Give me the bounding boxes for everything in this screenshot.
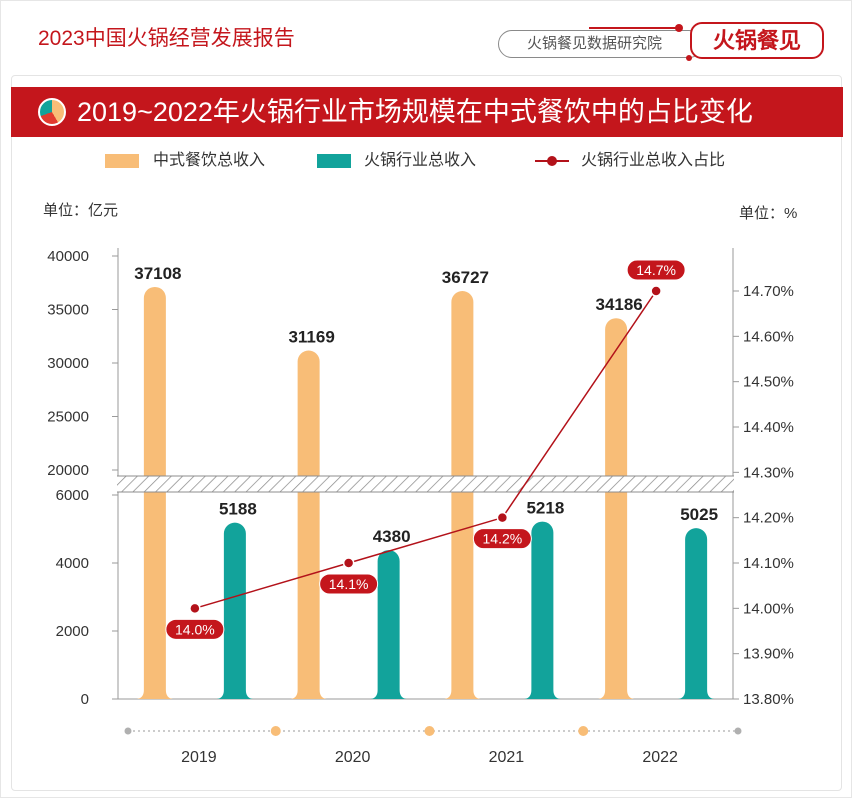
bar-hotpot-2019 [216,522,253,699]
institute-name: 火锅餐见数据研究院 [526,35,662,52]
left-tick-label: 4000 [56,555,89,572]
share-point-2019 [189,602,201,615]
left-tick-label: 2000 [56,623,89,640]
brand-logo-text: 火锅餐见 [712,28,801,53]
chart-marks: 4000035000300002500020000600040002000014… [47,248,794,766]
right-tick-label: 14.00% [743,600,794,617]
x-axis-separator-dot [578,726,589,736]
bar-catering-2021 [444,291,481,699]
share-label-pill [626,259,686,281]
brand-logo-box [690,22,824,59]
title-banner [11,87,843,137]
right-tick-label: 14.20% [743,510,794,527]
x-axis-separator-dot [424,726,435,736]
bar-hotpot-2022 [678,528,715,699]
bar-value-label-catering: 34186 [595,295,642,314]
share-label: 14.2% [483,531,523,547]
legend-label-hotpot: 火锅行业总收入 [364,152,477,169]
right-tick-label: 14.40% [743,419,794,436]
legend-label-catering: 中式餐饮总收入 [153,152,266,169]
bar-value-label-hotpot: 5218 [526,499,564,518]
right-tick-label: 13.80% [743,691,794,708]
share-line [194,290,657,610]
bar-hotpot-2021 [524,521,561,699]
bar-value-label-hotpot: 5188 [219,500,257,519]
decor-red-line [589,27,677,29]
right-axis-unit: 单位：% [739,205,798,222]
bar-hotpot-2020 [370,550,407,699]
legend-label-share: 火锅行业总收入占比 [581,152,726,169]
pie-chart-icon [38,98,66,126]
legend-swatch-hotpot [317,154,351,168]
bar-catering-2019 [136,286,173,699]
share-label-pill [165,618,225,640]
left-tick-label: 30000 [47,355,89,372]
x-tick-label: 2021 [489,749,525,766]
right-tick-label: 14.60% [743,328,794,345]
bar-value-label-catering: 36727 [442,268,489,287]
share-point-2022 [650,285,662,297]
right-tick-label: 14.50% [743,374,794,391]
chart-title: 2019~2022年火锅行业市场规模在中式餐饮中的占比变化 [77,97,753,127]
x-axis-end-dot [734,727,742,735]
share-label: 14.7% [636,262,676,278]
content-frame [11,75,842,791]
right-tick-label: 14.10% [743,555,794,572]
share-point-2021 [496,511,509,524]
left-tick-label: 40000 [47,248,89,265]
x-axis-separator-dot [270,726,281,736]
share-label: 14.0% [175,621,215,637]
decor-red-dot [675,24,683,32]
x-tick-label: 2022 [642,749,678,766]
share-label: 14.1% [329,576,369,592]
x-axis-end-dot [124,727,132,735]
legend-swatch-catering [105,154,139,168]
report-title: 2023中国火锅经营发展报告 [38,27,295,50]
bar-catering-2020 [290,350,327,699]
right-tick-label: 14.30% [743,464,794,481]
decor-red-dot-small [686,55,692,61]
right-tick-label: 13.90% [743,646,794,663]
x-tick-label: 2019 [181,749,217,766]
left-axis-unit: 单位：亿元 [43,202,119,219]
bar-catering-2022 [598,318,635,699]
legend-dot-share [547,156,557,166]
share-label-pill [472,528,532,550]
bar-value-label-catering: 31169 [288,327,334,346]
share-label-pill [319,573,379,595]
bar-value-label-hotpot: 4380 [373,527,411,546]
x-tick-label: 2020 [335,749,371,766]
left-tick-label: 20000 [47,462,89,479]
left-tick-label: 0 [81,691,89,708]
institute-badge [498,30,703,58]
left-tick-label: 6000 [56,487,89,504]
bar-value-label-hotpot: 5025 [680,505,718,524]
axis-break-band [117,476,734,492]
left-tick-label: 35000 [47,302,89,319]
share-point-2020 [342,557,355,569]
bar-value-label-catering: 37108 [134,264,181,283]
right-tick-label: 14.70% [743,283,794,300]
left-tick-label: 25000 [47,409,89,426]
